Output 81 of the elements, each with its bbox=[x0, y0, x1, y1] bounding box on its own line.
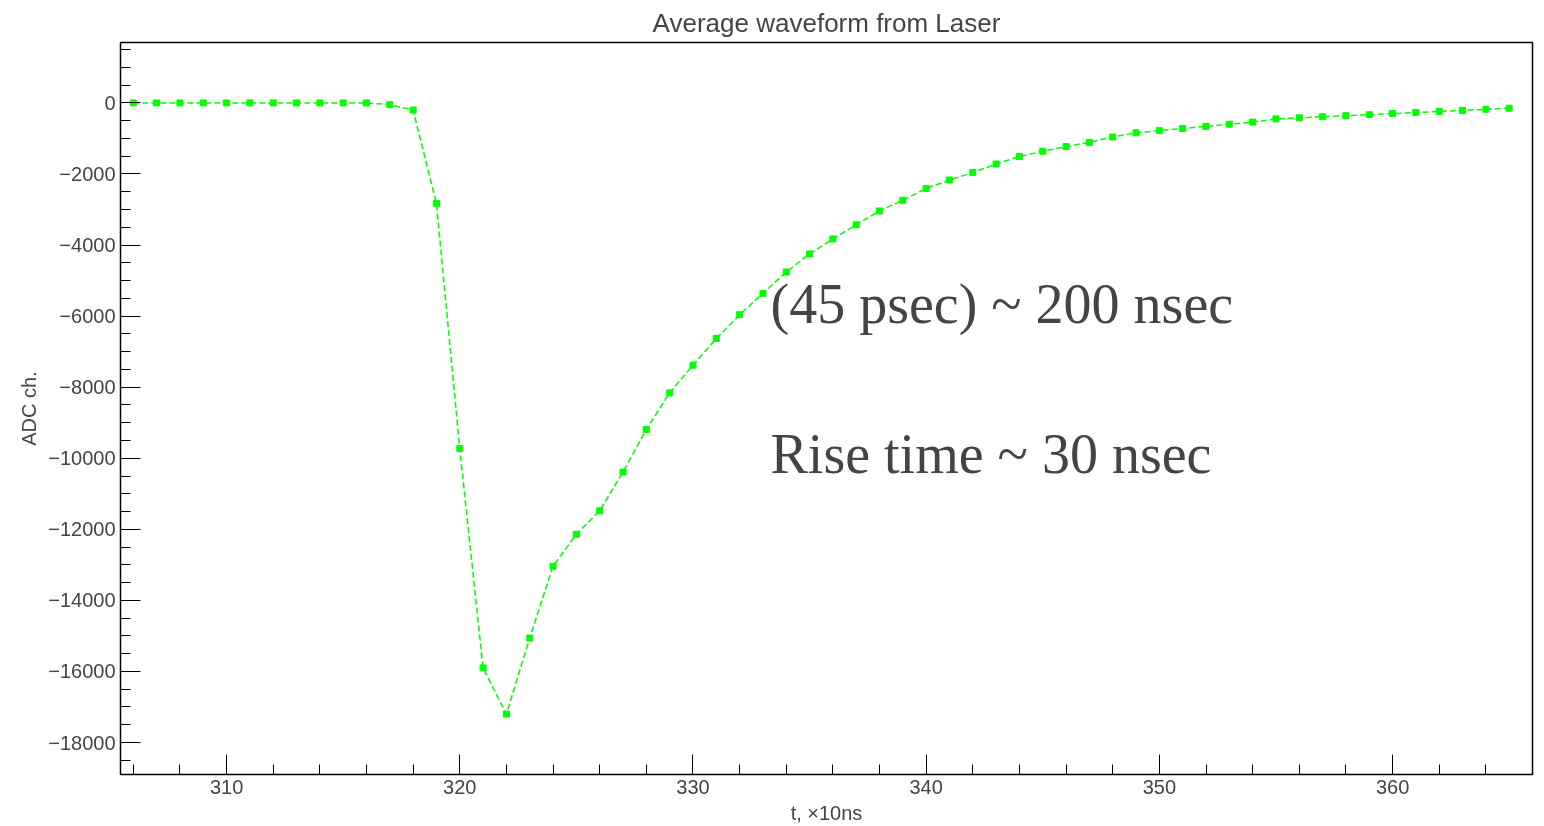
y-tick-label: −18000 bbox=[48, 731, 116, 754]
y-axis-title: ADC ch. bbox=[18, 371, 41, 446]
y-tick-label: −8000 bbox=[59, 376, 116, 399]
point bbox=[1365, 111, 1373, 119]
point bbox=[572, 530, 580, 538]
point bbox=[1342, 112, 1350, 120]
point bbox=[1202, 122, 1210, 130]
x-tick-label: 330 bbox=[676, 775, 710, 798]
point bbox=[549, 562, 557, 570]
point bbox=[153, 99, 161, 107]
point bbox=[1015, 153, 1023, 161]
y-tick-label: −4000 bbox=[59, 234, 116, 257]
point bbox=[1225, 120, 1233, 128]
point bbox=[1155, 127, 1163, 135]
point bbox=[1412, 109, 1420, 116]
y-tick-label: −14000 bbox=[48, 589, 116, 612]
point bbox=[432, 199, 440, 207]
point bbox=[712, 335, 720, 342]
annotation: (45 psec) ~ 200 nsec bbox=[770, 272, 1234, 336]
point bbox=[689, 361, 697, 369]
point bbox=[852, 221, 860, 229]
point bbox=[339, 99, 347, 107]
point bbox=[666, 389, 674, 397]
point bbox=[363, 99, 371, 107]
x-tick-label: 310 bbox=[209, 775, 244, 798]
y-tick-label: 0 bbox=[104, 91, 116, 114]
x-tick-label: 350 bbox=[1142, 775, 1177, 798]
point bbox=[782, 268, 790, 276]
point bbox=[176, 99, 184, 107]
point bbox=[946, 176, 954, 184]
x-tick-label: 320 bbox=[443, 775, 477, 798]
chart-title: Average waveform from Laser bbox=[652, 7, 1001, 38]
point bbox=[1179, 124, 1187, 132]
point bbox=[502, 710, 510, 718]
point bbox=[1085, 138, 1093, 146]
point bbox=[899, 196, 907, 204]
point bbox=[619, 468, 627, 476]
x-tick-label: 360 bbox=[1375, 775, 1410, 798]
point bbox=[1272, 115, 1280, 123]
point bbox=[759, 289, 767, 297]
point bbox=[269, 99, 277, 107]
point bbox=[479, 664, 487, 672]
point bbox=[456, 445, 464, 453]
point bbox=[992, 160, 1000, 168]
point bbox=[526, 634, 534, 642]
point bbox=[596, 507, 604, 515]
point bbox=[1132, 129, 1140, 137]
point bbox=[386, 101, 394, 109]
point bbox=[1389, 110, 1397, 118]
point bbox=[1319, 113, 1327, 121]
point bbox=[1505, 104, 1513, 112]
y-tick-label: −16000 bbox=[48, 660, 116, 683]
point bbox=[1482, 105, 1490, 113]
point bbox=[1295, 114, 1303, 122]
x-axis-title: t, ×10ns bbox=[790, 801, 863, 824]
point bbox=[316, 99, 324, 107]
point bbox=[876, 207, 884, 215]
point bbox=[129, 99, 137, 107]
point bbox=[969, 169, 977, 177]
point bbox=[223, 99, 231, 107]
point bbox=[736, 311, 744, 319]
point bbox=[293, 99, 301, 107]
point bbox=[642, 425, 650, 433]
point bbox=[829, 235, 837, 243]
point bbox=[199, 99, 207, 107]
point bbox=[806, 250, 814, 258]
point bbox=[246, 99, 254, 107]
annotation: Rise time ~ 30 nsec bbox=[770, 422, 1212, 485]
point bbox=[1459, 106, 1467, 114]
point bbox=[1039, 147, 1047, 155]
y-tick-label: −6000 bbox=[59, 305, 116, 328]
point bbox=[1062, 143, 1070, 151]
y-tick-label: −2000 bbox=[59, 162, 116, 185]
point bbox=[1435, 107, 1443, 115]
y-tick-label: −10000 bbox=[48, 447, 116, 470]
point bbox=[1249, 118, 1257, 126]
point bbox=[1109, 133, 1117, 141]
point bbox=[922, 185, 930, 193]
x-tick-label: 340 bbox=[909, 775, 943, 798]
y-tick-label: −12000 bbox=[48, 518, 116, 541]
point bbox=[409, 106, 417, 114]
